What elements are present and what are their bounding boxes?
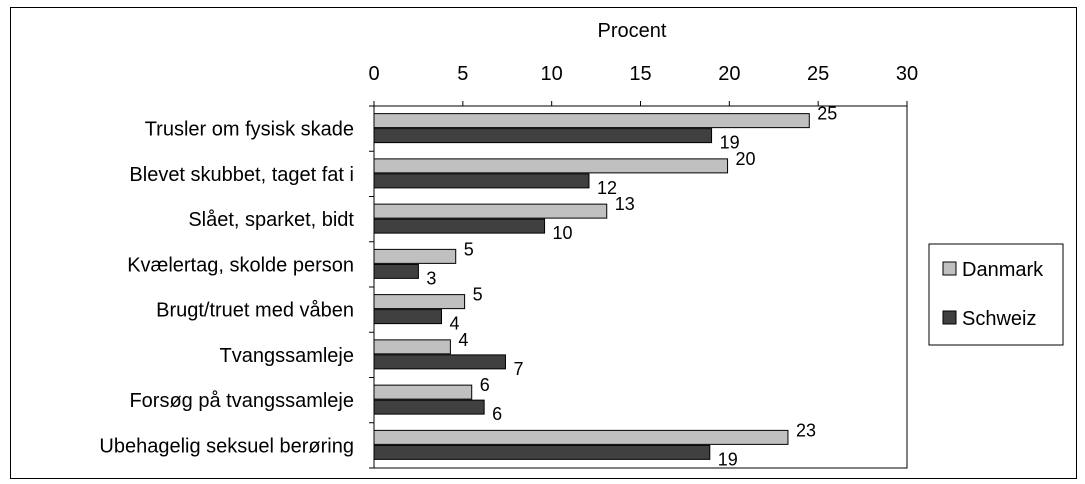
legend-label: Schweiz <box>962 308 1036 330</box>
bar-schweiz <box>373 128 713 144</box>
data-label: 19 <box>718 449 738 469</box>
bar-schweiz <box>373 354 506 370</box>
x-tick-label: 30 <box>896 63 918 85</box>
chart-frame: Procent 0 5 10 15 20 25 30 Trusler om fysisk s… <box>10 7 1077 479</box>
x-tick-label: 10 <box>541 63 563 85</box>
legend-box <box>928 243 1064 346</box>
bar-danmark <box>373 113 810 129</box>
category-label: Blevet skubbet, taget fat i <box>129 164 354 186</box>
data-label: 4 <box>458 330 468 350</box>
legend: Danmark Schweiz <box>928 243 1064 346</box>
category-label: Kvælertag, skolde person <box>127 254 354 276</box>
category-label: Forsøg på tvangssamleje <box>129 390 354 412</box>
legend-label: Danmark <box>962 259 1044 281</box>
category-label: Ubehagelig seksuel berøring <box>99 435 354 457</box>
bar-danmark <box>373 158 729 174</box>
data-label: 3 <box>426 268 436 288</box>
data-label: 7 <box>513 359 523 379</box>
data-label: 20 <box>736 149 756 169</box>
data-label: 12 <box>597 178 617 198</box>
bar-schweiz <box>373 444 711 460</box>
data-label: 6 <box>480 375 490 395</box>
bar-danmark <box>373 294 466 310</box>
legend-swatch-danmark <box>942 261 957 276</box>
x-tick-label: 25 <box>807 63 829 85</box>
x-tick-label: 0 <box>368 63 379 85</box>
data-label: 19 <box>720 133 740 153</box>
data-label: 5 <box>464 239 474 259</box>
legend-swatch-schweiz <box>942 310 957 325</box>
bar-schweiz <box>373 399 485 415</box>
data-label: 5 <box>473 285 483 305</box>
axis-title: Procent <box>598 20 667 42</box>
bar-danmark <box>373 339 451 355</box>
bar-schweiz <box>373 309 443 325</box>
x-tick-label: 15 <box>629 63 651 85</box>
bar-schweiz <box>373 173 590 189</box>
data-label: 4 <box>450 314 460 334</box>
bar-danmark <box>373 384 473 400</box>
category-label: Trusler om fysisk skade <box>145 119 354 141</box>
data-label: 13 <box>615 194 635 214</box>
bar-schweiz <box>373 263 419 279</box>
data-label: 23 <box>796 420 816 440</box>
x-tick-label: 5 <box>457 63 468 85</box>
category-label: Tvangssamleje <box>219 345 354 367</box>
bar-schweiz <box>373 218 546 234</box>
data-label: 25 <box>817 104 837 124</box>
data-label: 10 <box>553 223 573 243</box>
bar-danmark <box>373 429 789 445</box>
x-tick-label: 20 <box>718 63 740 85</box>
data-label: 6 <box>492 404 502 424</box>
bar-chart: Procent 0 5 10 15 20 25 30 Trusler om fysisk s… <box>99 20 1064 469</box>
bar-danmark <box>373 248 457 264</box>
category-label: Slået, sparket, bidt <box>188 209 354 231</box>
category-label: Brugt/truet med våben <box>156 300 354 322</box>
bar-danmark <box>373 203 608 219</box>
